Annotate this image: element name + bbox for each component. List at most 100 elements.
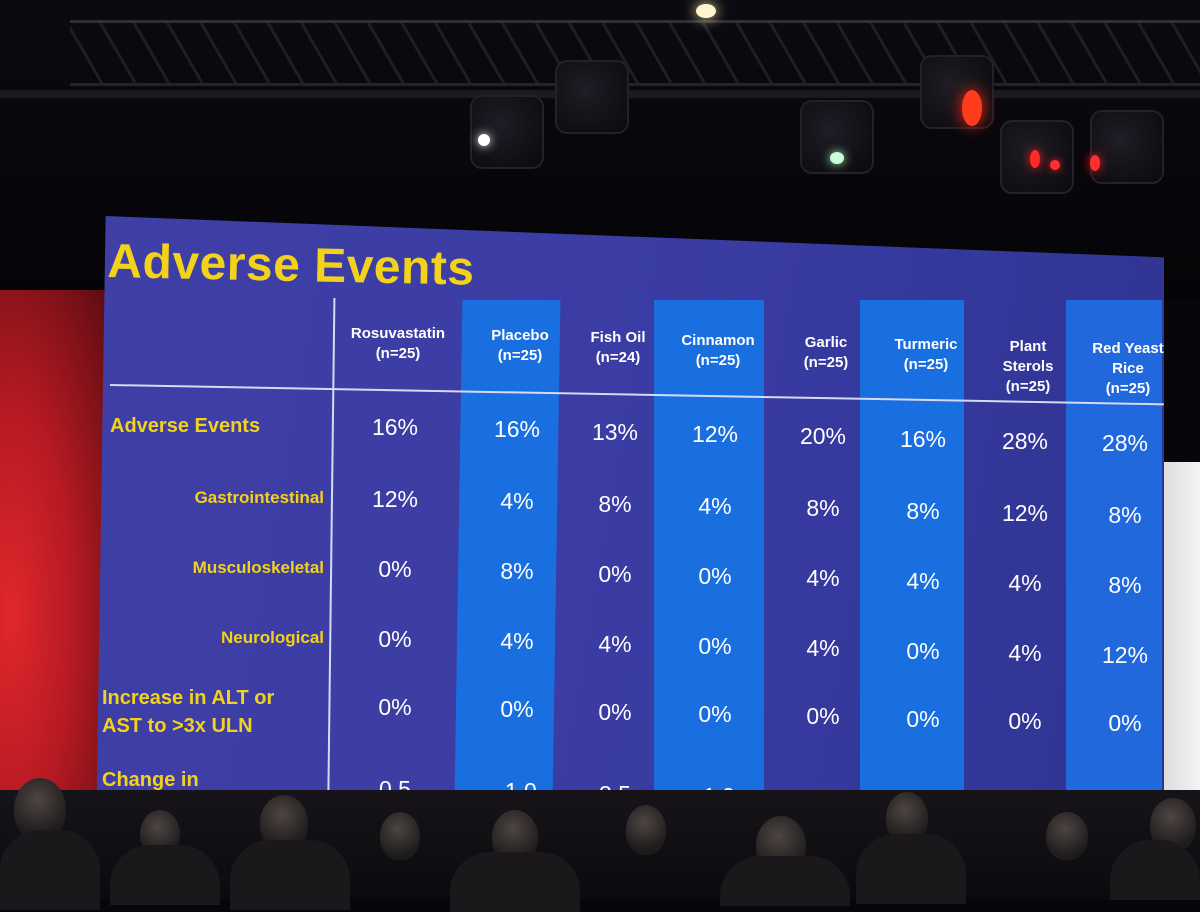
audience: [0, 778, 1200, 912]
table-cell: 4%: [906, 567, 940, 594]
table-cell: 4%: [500, 488, 534, 515]
audience-body: [450, 852, 580, 912]
spotlight-glow: [696, 4, 716, 18]
column-highlight-turmeric: [860, 300, 964, 842]
table-cell: 12%: [1001, 499, 1049, 526]
table-cell: 28%: [1101, 430, 1149, 457]
column-header-n: (n=25): [1005, 378, 1051, 396]
table-cell: 8%: [598, 490, 632, 517]
slide-title: Adverse Events: [106, 234, 476, 296]
table-cell: 0%: [500, 696, 534, 723]
row-label: Gastrointestinal: [194, 488, 324, 507]
table-cell: 8%: [1108, 572, 1142, 599]
table-cell: 0%: [698, 632, 732, 659]
table-cell: 4%: [1008, 569, 1042, 596]
column-header-n: (n=25): [1105, 380, 1151, 398]
table-cell: 8%: [806, 495, 840, 522]
row-label: Adverse Events: [110, 415, 261, 437]
audience-body: [110, 845, 220, 905]
column-header-name: Fish Oil: [590, 329, 646, 347]
column-header: Fish Oil (n=24): [558, 328, 678, 368]
table-cell: 0%: [598, 560, 632, 587]
white-side-panel: [1158, 462, 1200, 802]
table-cell: 0%: [698, 700, 732, 727]
table-cell: 16%: [371, 414, 419, 440]
column-header: Red Yeast Rice (n=25): [1068, 339, 1164, 399]
table-cell: 0%: [806, 703, 840, 730]
red-stage-backdrop: [0, 290, 110, 830]
table-vertical-rule: [326, 298, 336, 842]
audience-head: [626, 805, 666, 855]
column-highlight-red-yeast-rice: [1066, 300, 1162, 842]
table-cell: 0%: [378, 556, 412, 582]
table-cell: 13%: [591, 418, 639, 445]
column-header-name: Garlic: [804, 333, 848, 351]
row-label: Neurological: [221, 628, 324, 647]
table-cell: 0%: [378, 694, 412, 720]
table-cell: 4%: [806, 565, 840, 592]
red-light-glow: [962, 90, 982, 126]
column-header: Cinnamon (n=25): [658, 331, 778, 371]
audience-body: [856, 834, 966, 904]
audience-head: [14, 778, 66, 840]
table-cell: 8%: [500, 558, 534, 585]
column-header-n: (n=25): [497, 347, 543, 365]
table-cell: 12%: [371, 486, 419, 512]
table-cell: 4%: [698, 492, 732, 519]
table-cell: 0%: [906, 637, 940, 664]
column-header-name: Placebo: [491, 327, 549, 345]
lighting-truss: [70, 20, 1200, 86]
column-header: Garlic (n=25): [766, 333, 886, 373]
audience-body: [1110, 840, 1200, 900]
stage-light-fixture: [470, 95, 544, 169]
column-header-name: Cinnamon: [681, 331, 755, 349]
column-header: Placebo (n=25): [460, 326, 580, 366]
table-cell: 0%: [906, 705, 940, 732]
table-cell: 16%: [493, 416, 541, 443]
column-header-name: Red Yeast Rice: [1092, 340, 1164, 378]
table-cell: 4%: [806, 635, 840, 662]
table-cell: 4%: [500, 628, 534, 655]
projection-screen: Adverse Events Rosuvastatin (n=25) Placebo…: [96, 216, 1164, 842]
stage-light-fixture: [920, 55, 994, 129]
column-header-n: (n=25): [803, 353, 849, 371]
spotlight-glow: [478, 134, 490, 146]
table-cell: 12%: [691, 420, 739, 447]
red-light-glow: [1090, 155, 1100, 171]
column-header-n: (n=24): [595, 349, 641, 367]
column-header-n: (n=25): [695, 351, 741, 369]
table-cell: 8%: [1108, 502, 1142, 529]
table-cell: 8%: [906, 497, 940, 524]
row-label: Increase in ALT or AST to >3x ULN: [102, 687, 275, 737]
stage-light-fixture: [1090, 110, 1164, 184]
table-cell: 16%: [899, 425, 947, 452]
red-light-glow: [1050, 160, 1060, 170]
column-header-name: Turmeric: [894, 336, 958, 353]
column-header-n: (n=25): [903, 356, 949, 373]
table-cell: 28%: [1001, 427, 1049, 454]
audience-body: [230, 840, 350, 910]
table-cell: 0%: [698, 562, 732, 589]
column-header: Turmeric (n=25): [866, 335, 986, 375]
stage-light-fixture: [555, 60, 629, 134]
table-cell: 0%: [378, 626, 412, 652]
table-cell: 0%: [1008, 707, 1042, 734]
table-cell: 4%: [598, 630, 632, 657]
table-cell: 4%: [1008, 639, 1042, 666]
audience-head: [380, 812, 420, 860]
column-header-name: Rosuvastatin: [350, 325, 446, 342]
table-cell: 0%: [598, 698, 632, 725]
column-header: Plant Sterols (n=25): [968, 337, 1088, 397]
row-label: Musculoskeletal: [192, 558, 324, 577]
table-cell: 12%: [1101, 642, 1149, 669]
audience-body: [720, 856, 850, 906]
table-cell: 0%: [1108, 710, 1142, 737]
red-light-glow: [1030, 150, 1040, 168]
audience-body: [0, 830, 100, 910]
table-cell: 20%: [799, 423, 847, 450]
column-header-name: Plant Sterols: [1002, 338, 1054, 376]
spotlight-glow: [830, 152, 844, 164]
column-header-n: (n=25): [375, 345, 421, 362]
column-highlight-cinnamon: [654, 300, 764, 842]
